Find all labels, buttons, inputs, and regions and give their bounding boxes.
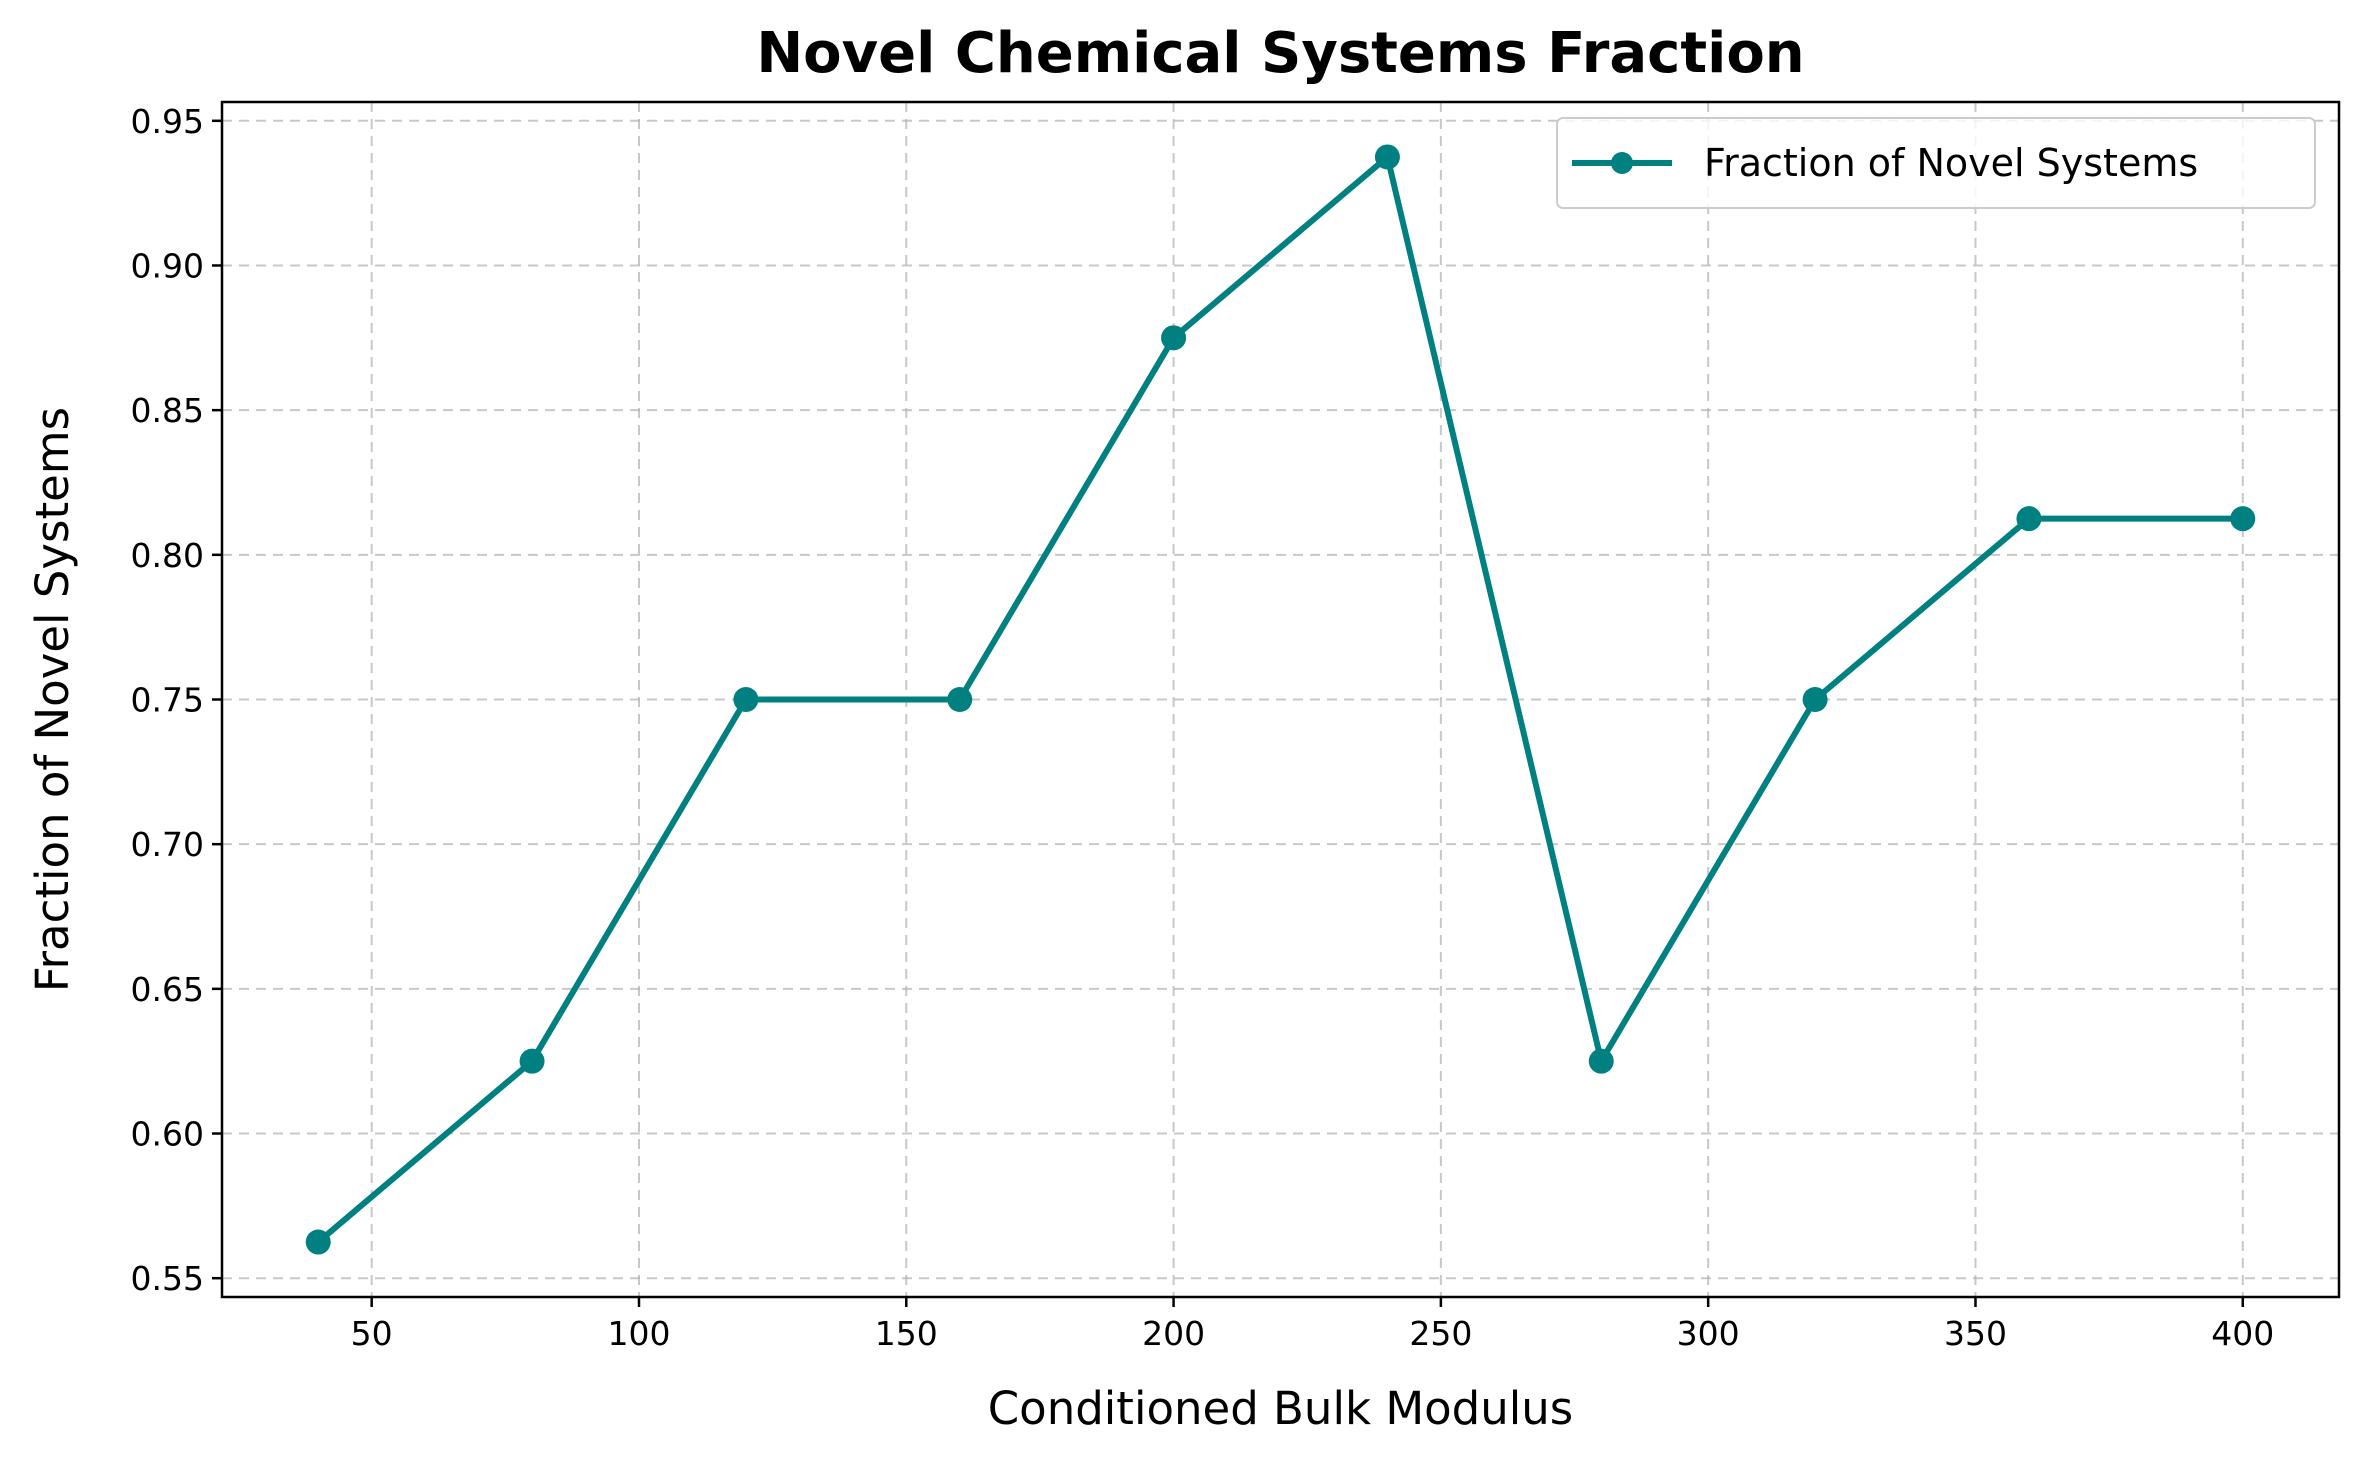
legend-marker-swatch [1611,152,1633,174]
y-tick-label: 0.95 [131,102,204,141]
data-point [2016,506,2042,532]
data-point [2230,506,2256,532]
legend: Fraction of Novel Systems [1556,117,2316,209]
y-tick-label: 0.75 [131,681,204,720]
series-layer [305,144,2256,1255]
data-point [305,1229,331,1255]
x-tick-label: 150 [875,1314,938,1353]
legend-box [1556,117,2316,209]
data-point [1802,687,1828,712]
y-tick-label: 0.60 [131,1115,204,1154]
y-tick-label: 0.70 [131,825,204,864]
y-tick-label: 0.65 [131,970,204,1009]
series-line [316,153,2243,1245]
data-point [1161,325,1187,351]
data-point [947,687,973,712]
y-tick-label: 0.85 [131,391,204,430]
data-point [1374,144,1400,170]
y-axis-label: Fraction of Novel Systems [26,407,79,992]
y-tick-label: 0.90 [131,246,204,285]
legend-label: Fraction of Novel Systems [1704,141,2198,185]
data-point [519,1048,545,1074]
x-tick-label: 400 [2211,1314,2274,1353]
data-point [1588,1048,1614,1074]
x-tick-label: 250 [1409,1314,1472,1353]
chart-title: Novel Chemical Systems Fraction [756,21,1804,86]
y-tick-label: 0.55 [131,1259,204,1298]
x-tick-label: 200 [1142,1314,1205,1353]
y-tick-label: 0.80 [131,536,204,575]
x-tick-label: 350 [1944,1314,2007,1353]
data-point [733,687,759,712]
x-tick-label: 300 [1677,1314,1740,1353]
x-tick-label: 50 [351,1314,393,1353]
ticks: 50 100 150 200 250 300 350 400 0.55 0.60 0.65 0.70 0… [131,102,2275,1353]
x-tick-label: 100 [607,1314,670,1353]
x-axis-label: Conditioned Bulk Modulus [988,1382,1573,1435]
grid [222,102,2339,1297]
